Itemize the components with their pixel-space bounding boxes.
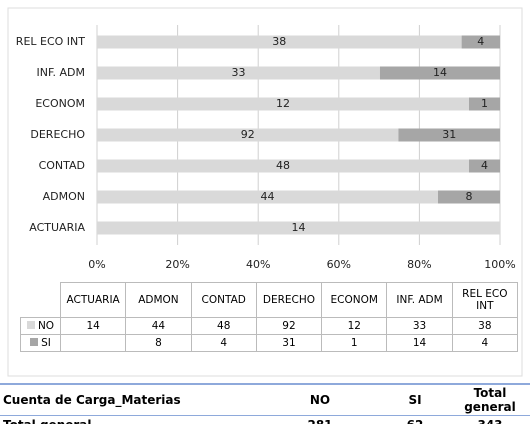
- table-cell: 14: [59, 317, 127, 335]
- data-label: 4: [481, 159, 488, 172]
- table-cell: 1: [321, 334, 388, 352]
- table-cell: 8: [125, 334, 192, 352]
- data-label: 31: [442, 128, 456, 141]
- table-header-cell: CONTAD: [190, 282, 257, 318]
- blank-cell: [20, 282, 61, 318]
- table-row: NO 14 44 48 92 12 33 38: [20, 317, 519, 335]
- bar-segment: [379, 66, 500, 80]
- table-header-cell: INF. ADM: [386, 282, 453, 318]
- cell-value: 4: [481, 337, 489, 349]
- legend-label: NO: [37, 320, 55, 332]
- data-label: 48: [276, 159, 290, 172]
- table-cell: 92: [255, 317, 323, 335]
- legend-cell: NO: [20, 317, 61, 335]
- bar-segment: [461, 35, 500, 49]
- y-tick-label: ACTUARIA: [29, 221, 85, 234]
- pivot-total: Total general28162343: [0, 416, 530, 424]
- y-tick-label: INF. ADM: [36, 66, 85, 79]
- cell-value: 14: [86, 320, 100, 332]
- bar-segment: [97, 190, 438, 204]
- cell-value: 14: [412, 337, 427, 349]
- table-cell: 12: [321, 317, 388, 335]
- y-tick-label: ECONOM: [35, 97, 85, 110]
- y-tick-label: ADMON: [43, 190, 85, 203]
- data-label: 12: [276, 97, 290, 110]
- cell-value: 12: [347, 320, 361, 332]
- table-cell: 4: [451, 334, 519, 352]
- table-header-cell: REL ECO INT: [451, 282, 519, 318]
- table-cell: 14: [386, 334, 453, 352]
- cell-value: 44: [151, 320, 166, 332]
- bar-segment: [469, 97, 500, 111]
- table-cell: 31: [255, 334, 323, 352]
- bar-segment: [97, 66, 380, 80]
- table-cell: 44: [125, 317, 192, 335]
- legend-swatch: [26, 321, 35, 329]
- pivot-header-cell: Total general: [450, 383, 530, 416]
- bar-segment: [438, 190, 500, 204]
- x-tick-label: 60%: [327, 258, 351, 271]
- bar-segment: [97, 221, 500, 235]
- x-tick-label: 0%: [88, 258, 105, 271]
- bar-segment: [97, 128, 399, 142]
- data-label: 14: [292, 221, 306, 234]
- cell-value: 38: [478, 320, 492, 332]
- data-label: 4: [477, 35, 484, 48]
- pivot-header-cell: Cuenta de Carga_Materias: [0, 383, 260, 416]
- pivot-table: Cuenta de Carga_Materias NO SI Total genera…: [0, 383, 530, 424]
- bar-segment: [97, 159, 469, 173]
- table-header-cell: ECONOM: [321, 282, 388, 318]
- legend-swatch: [30, 338, 39, 346]
- data-table-header: ACTUARIA ADMON CONTAD DERECHO ECONOM INF. ADM…: [20, 282, 519, 318]
- table-cell: [59, 334, 127, 352]
- data-label: 8: [466, 190, 473, 203]
- x-tick-label: 80%: [407, 258, 431, 271]
- cell-value: 31: [282, 337, 296, 349]
- table-row: SI 8 4 31 1 14 4: [20, 334, 519, 352]
- y-tick-label: CONTAD: [39, 159, 85, 172]
- data-label: 14: [433, 66, 447, 79]
- table-header-cell: ADMON: [125, 282, 192, 318]
- bar-segment: [97, 97, 469, 111]
- legend-label: SI: [41, 337, 51, 349]
- data-label: 38: [272, 35, 286, 48]
- cell-value: 48: [217, 320, 231, 332]
- data-label: 92: [241, 128, 255, 141]
- pivot-total-cell: Total general: [0, 416, 260, 424]
- bar-segment: [398, 128, 500, 142]
- data-label: 33: [231, 66, 245, 79]
- x-tick-label: 40%: [246, 258, 270, 271]
- cell-value: 1: [350, 337, 358, 349]
- x-tick-label: 100%: [484, 258, 515, 271]
- data-label: 44: [261, 190, 275, 203]
- table-cell: 38: [451, 317, 519, 335]
- chart-border: [7, 7, 523, 377]
- pivot-header-cell: SI: [380, 383, 450, 416]
- x-tick-label: 20%: [165, 258, 189, 271]
- pivot-total-cell: 343: [450, 416, 530, 424]
- pivot-total-cell: 62: [380, 416, 450, 424]
- pivot-header-cell: NO: [260, 383, 380, 416]
- legend-cell: SI: [20, 334, 61, 352]
- pivot-total-cell: 281: [260, 416, 380, 424]
- bar-segment: [469, 159, 500, 173]
- data-table: ACTUARIA ADMON CONTAD DERECHO ECONOM INF. ADM…: [20, 282, 519, 352]
- bar-segment: [97, 35, 462, 49]
- table-cell: 33: [386, 317, 453, 335]
- cell-value: 92: [282, 320, 296, 332]
- pivot-header: Cuenta de Carga_Materias NO SI Total genera…: [0, 383, 530, 416]
- cell-value: 33: [412, 320, 427, 332]
- data-label: 1: [481, 97, 488, 110]
- table-cell: 4: [190, 334, 257, 352]
- cell-value: 4: [220, 337, 228, 349]
- table-header-cell: DERECHO: [255, 282, 323, 318]
- table-cell: 48: [190, 317, 257, 335]
- y-tick-label: DERECHO: [30, 128, 85, 141]
- table-header-cell: ACTUARIA: [59, 282, 127, 318]
- y-tick-label: REL ECO INT: [16, 35, 85, 48]
- cell-value: 8: [155, 337, 162, 349]
